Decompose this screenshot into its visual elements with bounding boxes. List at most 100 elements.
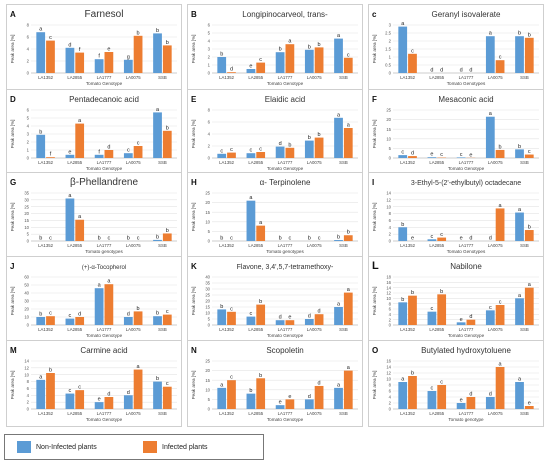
y-tick-label: 25 [205,359,210,364]
significance-letter: a [337,112,341,118]
significance-letter: b [49,368,52,374]
y-tick-label: 50 [24,283,29,288]
x-tick-label: LA1352 [400,160,415,165]
significance-letter: b [347,230,350,236]
significance-letter: b [308,236,311,242]
bar-infected-4 [343,370,353,409]
y-tick-label: 5 [208,229,211,234]
bar-infected-2 [104,150,114,158]
x-tick-label: LA1352 [38,327,53,332]
significance-letter: e [68,149,71,155]
significance-letter: c [69,388,72,394]
significance-letter: a [499,362,503,368]
y-tick-label: 20 [205,299,210,304]
significance-letter: c [230,147,233,153]
y-tick-label: 0 [27,407,30,412]
x-axis-title: Tomato Genotype [448,166,485,171]
bar-infected-2 [104,52,114,73]
x-tick-label: SSB [520,327,529,332]
chart-panel-e: 0 2 4 6 8 c c LA1352 c c LA2855 d b LA1777 b b LA0075 a a S… [187,89,363,176]
significance-letter: b [156,28,159,34]
y-tick-label: 12 [386,197,391,202]
bar-non-infected-1 [246,153,256,158]
x-tick-label: LA2855 [248,160,263,165]
significance-letter: b [401,222,404,228]
y-tick-label: 4 [389,225,392,230]
chart-title: Scopoletin [266,346,303,355]
y-tick-label: 6 [27,108,30,113]
x-axis-title: Tomato Genotypes [447,81,486,86]
significance-letter: c [289,236,292,242]
panel-letter: H [191,178,197,187]
y-tick-label: 10 [386,377,391,382]
y-tick-label: 5 [208,397,211,402]
bar-non-infected-3 [485,36,495,73]
chart-panel-f: 0 5 10 15 20 25 c d LA1352 e c LA2855 c e LA1777 a b LA00… [368,89,544,176]
x-tick-label: LA0075 [126,411,141,416]
significance-letter: d [469,236,472,242]
significance-letter: a [347,123,351,129]
chart-panel-g: 0 5 10 15 20 25 30 35 b c LA1352 a a LA2855 b c LA1777 b c… [6,172,182,259]
significance-letter: b [220,236,223,242]
x-tick-label: LA1777 [459,411,474,416]
y-tick-label: 2 [27,400,30,405]
y-tick-label: 40 [205,275,210,280]
y-tick-label: 2 [389,232,392,237]
bar-infected-3 [133,35,143,73]
x-tick-label: LA1352 [400,243,415,248]
bar-non-infected-3 [485,310,495,325]
panel-letter: F [372,95,377,104]
significance-letter: d [460,68,463,74]
bar-infected-0 [227,152,236,158]
bar-non-infected-4 [515,36,524,73]
bar-infected-4 [524,287,534,325]
significance-letter: a [518,377,522,383]
bar-non-infected-4 [334,387,343,409]
bar-non-infected-3 [123,153,133,158]
bar-non-infected-0 [398,26,408,74]
y-tick-label: 8 [27,23,30,28]
x-tick-label: LA1777 [278,160,293,165]
bar-infected-4 [343,292,353,325]
bar-non-infected-4 [153,33,162,73]
y-tick-label: 10 [205,387,210,392]
x-tick-label: LA1352 [400,327,415,332]
significance-letter: b [166,228,169,234]
y-tick-label: 0 [389,239,392,244]
y-tick-label: 10 [386,136,391,141]
significance-letter: b [156,311,159,317]
chart-title: Mesaconic acid [438,95,493,104]
x-tick-label: SSB [158,327,167,332]
bar-infected-0 [46,373,55,409]
bar-non-infected-4 [515,298,524,325]
bar-infected-0 [227,72,236,73]
y-tick-label: 40 [24,291,29,296]
significance-letter: d [469,68,472,74]
significance-letter: c [259,57,262,63]
significance-letter: b [166,125,169,131]
significance-letter: d [308,314,311,320]
panel-letter: A [10,10,16,19]
significance-letter: e [279,400,282,406]
bar-non-infected-3 [304,140,314,158]
y-tick-label: 2 [389,317,392,322]
panel-letter: O [372,346,378,355]
y-tick-label: 0 [208,407,211,412]
x-tick-label: LA0075 [126,243,141,248]
significance-letter: b [308,135,311,141]
y-tick-label: 2.5 [385,31,391,36]
significance-letter: c [49,311,52,317]
significance-letter: c [220,148,223,154]
legend-label-infected: Infected plants [162,443,208,451]
x-axis-title: Tomato genotype [448,417,484,422]
y-tick-label: 5 [27,232,30,237]
significance-letter: a [137,364,141,370]
y-tick-label: 30 [24,299,29,304]
x-tick-label: LA1777 [97,327,112,332]
significance-letter: e [469,152,472,158]
panel-letter: I [372,178,374,187]
chart-svg-o: 0246810121416abLA1352ccLA2855edLA1777daL… [372,346,539,422]
